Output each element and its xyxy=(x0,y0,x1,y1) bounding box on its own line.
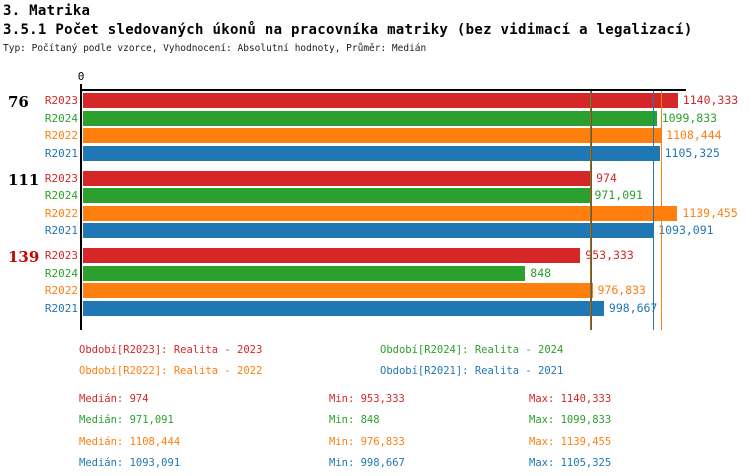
group-label: 111 xyxy=(8,170,40,189)
bar-value-label: 1140,333 xyxy=(682,93,739,107)
group-label: 76 xyxy=(8,93,29,111)
bar-series-label: R2022 xyxy=(44,206,78,220)
chart-meta: Typ: Počítaný podle vzorce, Vyhodnocení:… xyxy=(3,43,427,54)
bar-series-label: R2023 xyxy=(44,94,78,107)
min-value: Min: 976,833 xyxy=(329,436,405,448)
bar-r2021 xyxy=(83,223,654,238)
bar-value-label: 1105,325 xyxy=(664,145,720,160)
bar-series-label: R2023 xyxy=(44,249,78,262)
bar-r2022 xyxy=(83,205,678,221)
median-value: Medián: 971,091 xyxy=(79,414,174,426)
chart-title: 3.5.1 Počet sledovaných úkonů na pracovn… xyxy=(3,22,693,38)
bar-r2023 xyxy=(83,170,592,186)
bar-series-label: R2024 xyxy=(44,266,78,280)
bar-value-label: 953,333 xyxy=(585,248,634,262)
bar-value-label: 1093,091 xyxy=(658,223,714,237)
bar-r2023 xyxy=(83,248,581,263)
bar-r2024 xyxy=(83,265,526,281)
bar-series-label: R2021 xyxy=(44,224,78,237)
legend-item-r2021: Období[R2021]: Realita - 2021 xyxy=(380,365,564,377)
median-line-r2023 xyxy=(591,91,593,330)
bar-r2021 xyxy=(83,300,604,316)
stats-row-r2024: Medián: 971,091 Min: 848 Max: 1099,833 xyxy=(0,414,750,428)
bar-r2021 xyxy=(83,145,660,161)
max-value: Max: 1105,325 xyxy=(529,457,612,469)
stats-row-r2021: Medián: 1093,091 Min: 998,667 Max: 1105,… xyxy=(0,457,750,471)
page-title: 3. Matrika xyxy=(3,3,91,19)
x-axis-zero-label: 0 xyxy=(77,70,85,83)
median-line-r2021 xyxy=(653,91,655,330)
bar-value-label: 998,667 xyxy=(608,300,658,315)
bar-series-label: R2024 xyxy=(44,111,78,125)
legend-item-r2023: Období[R2023]: Realita - 2023 xyxy=(79,344,263,356)
bar-value-label: 1099,833 xyxy=(661,110,718,125)
y-axis-line xyxy=(80,84,82,330)
median-value: Medián: 1108,444 xyxy=(79,436,181,448)
x-axis-line xyxy=(80,89,686,91)
median-value: Medián: 1093,091 xyxy=(79,457,181,469)
min-value: Min: 998,667 xyxy=(329,457,405,469)
bar-series-label: R2024 xyxy=(44,189,78,202)
min-value: Min: 953,333 xyxy=(329,393,405,405)
bar-value-label: 971,091 xyxy=(594,188,643,202)
group-label: 139 xyxy=(8,248,40,266)
min-value: Min: 848 xyxy=(329,414,380,426)
bar-r2024 xyxy=(83,110,657,126)
stats-row-r2022: Medián: 1108,444 Min: 976,833 Max: 1139,… xyxy=(0,436,750,450)
max-value: Max: 1099,833 xyxy=(529,414,612,426)
median-line-r2022 xyxy=(661,91,663,330)
bar-series-label: R2023 xyxy=(44,171,78,185)
median-line-r2024 xyxy=(589,91,591,330)
bar-value-label: 1139,455 xyxy=(682,205,738,220)
median-value: Medián: 974 xyxy=(79,393,149,405)
bar-value-label: 976,833 xyxy=(597,283,646,297)
legend-item-r2022: Období[R2022]: Realita - 2022 xyxy=(79,365,263,377)
stats-row-r2023: Medián: 974 Min: 953,333 Max: 1140,333 xyxy=(0,393,750,407)
bar-chart: 0 76 R2023 1140,333 R2024 1099,833 R2022 1108,… xyxy=(8,70,739,330)
bar-series-label: R2022 xyxy=(44,129,78,142)
bar-r2023 xyxy=(83,93,678,108)
bar-series-label: R2021 xyxy=(44,146,78,160)
bar-value-label: 1108,444 xyxy=(666,128,722,142)
bar-series-label: R2022 xyxy=(44,284,78,297)
bar-r2022 xyxy=(83,283,593,298)
bar-r2022 xyxy=(83,128,662,143)
legend-item-r2024: Období[R2024]: Realita - 2024 xyxy=(380,344,564,356)
bar-series-label: R2021 xyxy=(44,301,78,315)
bar-r2024 xyxy=(83,188,590,203)
max-value: Max: 1139,455 xyxy=(529,436,612,448)
max-value: Max: 1140,333 xyxy=(529,393,612,405)
bar-value-label: 974 xyxy=(596,170,617,185)
bar-value-label: 848 xyxy=(530,265,552,280)
